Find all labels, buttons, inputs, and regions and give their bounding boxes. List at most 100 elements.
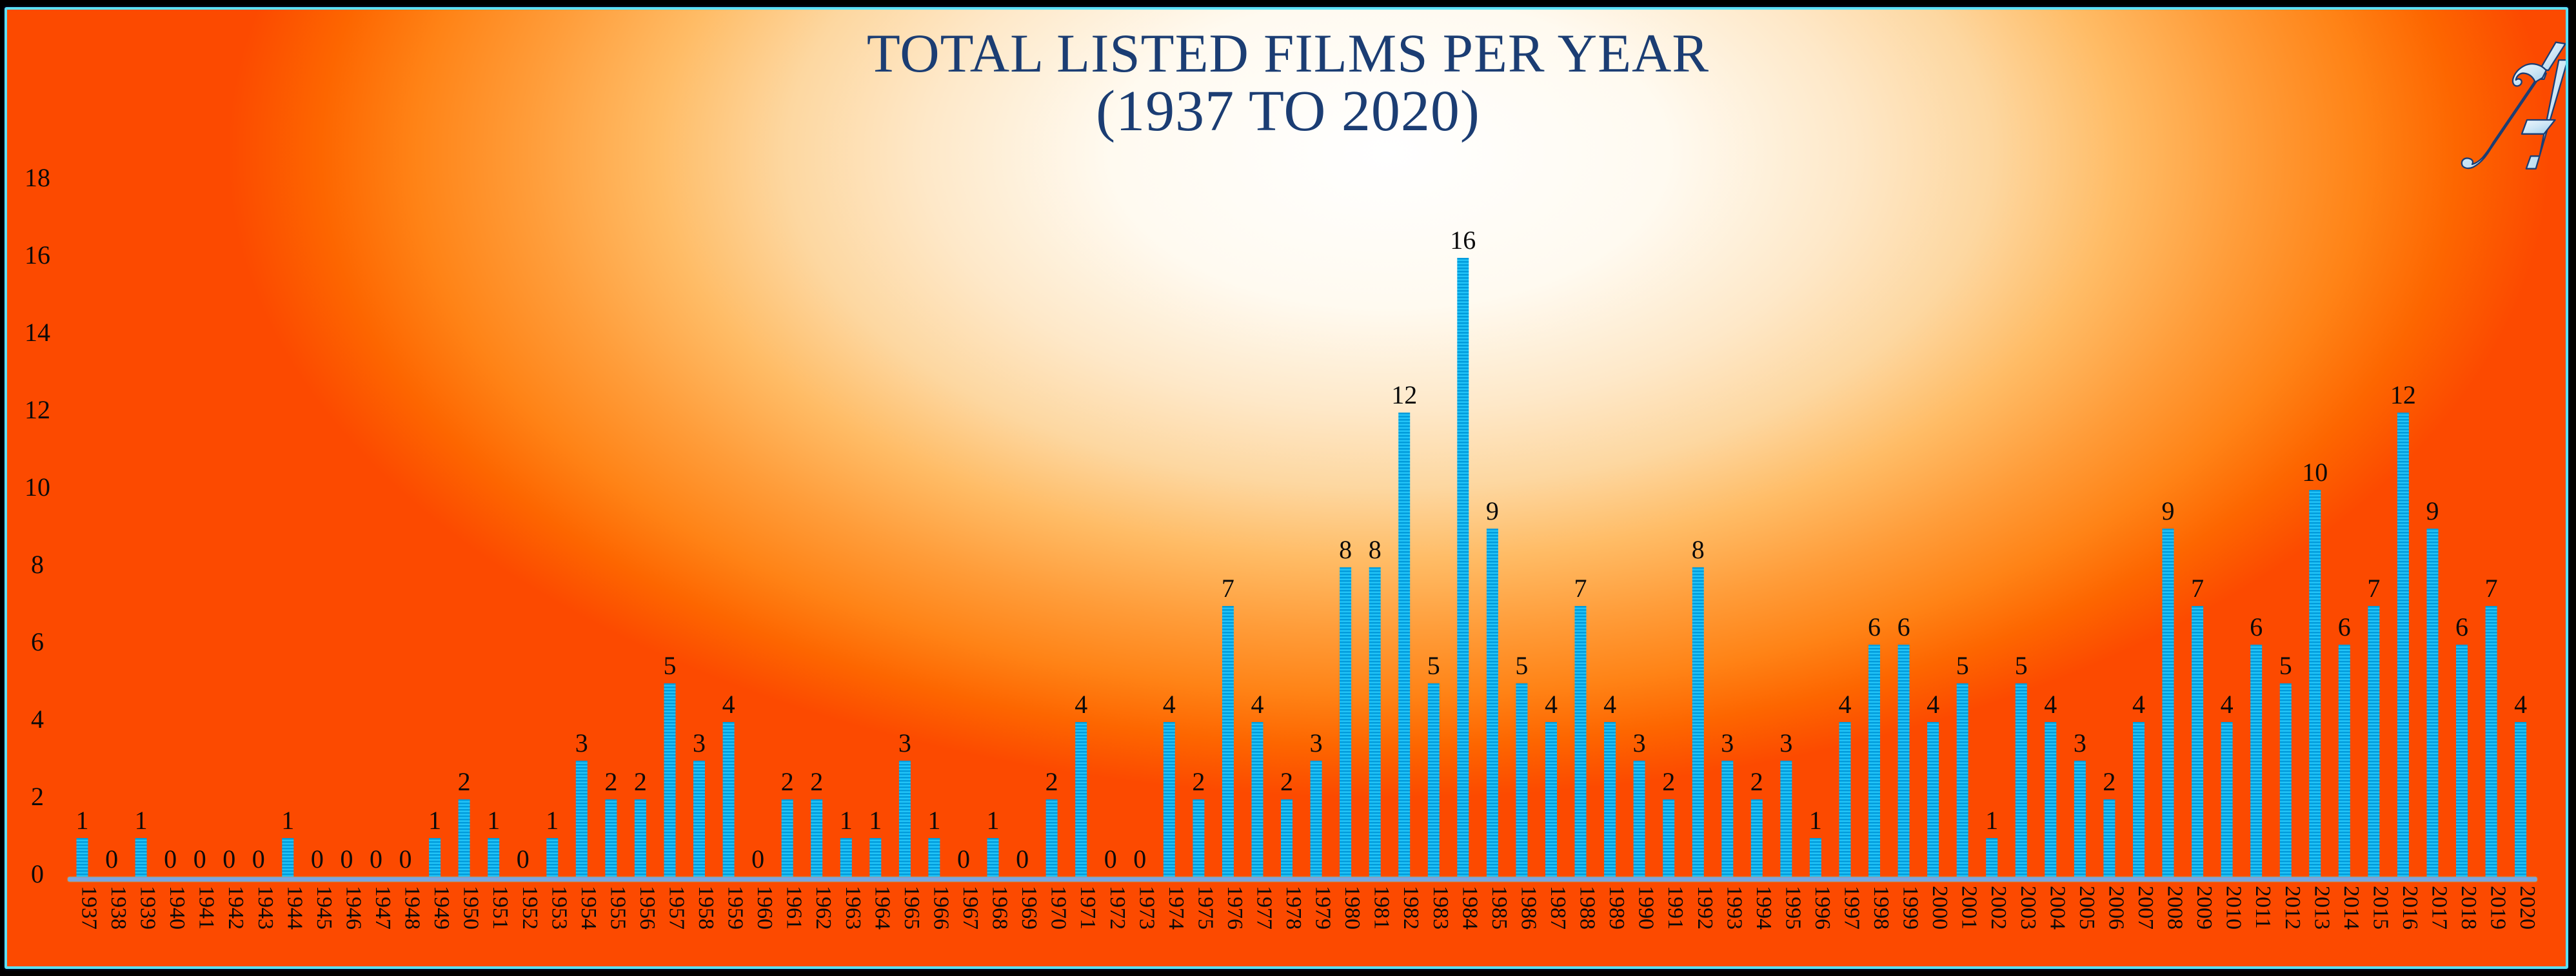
svg-text:1: 1 — [428, 806, 441, 835]
svg-text:1993: 1993 — [1722, 886, 1746, 930]
svg-text:0: 0 — [311, 844, 324, 874]
svg-text:1955: 1955 — [606, 886, 629, 930]
svg-text:1944: 1944 — [282, 886, 306, 930]
svg-text:0: 0 — [370, 844, 382, 874]
svg-text:9: 9 — [2426, 496, 2439, 525]
svg-text:3: 3 — [2074, 728, 2086, 757]
svg-text:1937: 1937 — [77, 886, 101, 930]
svg-text:1974: 1974 — [1164, 886, 1188, 930]
svg-text:2013: 2013 — [2310, 886, 2333, 930]
svg-text:1939: 1939 — [136, 886, 160, 930]
svg-text:1984: 1984 — [1458, 886, 1481, 930]
svg-text:1981: 1981 — [1370, 886, 1394, 930]
svg-text:14: 14 — [25, 318, 50, 347]
svg-text:4: 4 — [1927, 690, 1939, 719]
svg-text:1953: 1953 — [547, 886, 571, 930]
svg-text:9: 9 — [2162, 496, 2175, 525]
svg-text:1970: 1970 — [1047, 886, 1071, 930]
svg-text:1968: 1968 — [988, 886, 1012, 930]
svg-text:12: 12 — [1391, 380, 1417, 409]
svg-text:6: 6 — [2250, 612, 2263, 641]
svg-text:3: 3 — [575, 728, 588, 757]
svg-text:5: 5 — [664, 651, 677, 680]
svg-text:1959: 1959 — [724, 886, 748, 930]
svg-text:1: 1 — [840, 806, 853, 835]
svg-text:1964: 1964 — [870, 886, 894, 930]
svg-text:2: 2 — [781, 767, 794, 796]
svg-text:12: 12 — [2390, 380, 2416, 409]
svg-text:5: 5 — [1515, 651, 1528, 680]
svg-text:1986: 1986 — [1516, 886, 1540, 930]
svg-text:4: 4 — [1163, 690, 1176, 719]
svg-text:2001: 2001 — [1957, 886, 1981, 930]
svg-text:1947: 1947 — [371, 886, 395, 930]
svg-text:7: 7 — [2367, 574, 2380, 603]
svg-text:4: 4 — [31, 705, 44, 734]
svg-text:1982: 1982 — [1399, 886, 1423, 930]
svg-text:1997: 1997 — [1840, 886, 1864, 930]
svg-text:2: 2 — [634, 767, 647, 796]
svg-text:18: 18 — [25, 163, 50, 192]
svg-text:1987: 1987 — [1546, 886, 1570, 930]
svg-text:1975: 1975 — [1193, 886, 1217, 930]
svg-text:8: 8 — [31, 550, 44, 579]
svg-text:2: 2 — [1750, 767, 1763, 796]
svg-text:1973: 1973 — [1134, 886, 1158, 930]
svg-text:6: 6 — [31, 627, 44, 656]
svg-text:1980: 1980 — [1340, 886, 1364, 930]
svg-text:2: 2 — [1045, 767, 1058, 796]
svg-text:1972: 1972 — [1105, 886, 1129, 930]
svg-text:4: 4 — [722, 690, 735, 719]
svg-text:0: 0 — [105, 844, 118, 874]
svg-text:1961: 1961 — [782, 886, 806, 930]
svg-text:0: 0 — [1016, 844, 1029, 874]
svg-text:7: 7 — [1222, 574, 1234, 603]
svg-text:1: 1 — [281, 806, 294, 835]
svg-text:10: 10 — [25, 473, 50, 502]
svg-text:0: 0 — [751, 844, 764, 874]
svg-text:2005: 2005 — [2075, 886, 2099, 930]
svg-text:1995: 1995 — [1781, 886, 1805, 930]
svg-text:2: 2 — [1662, 767, 1675, 796]
svg-text:1966: 1966 — [929, 886, 953, 930]
svg-text:1992: 1992 — [1693, 886, 1717, 930]
svg-text:1954: 1954 — [577, 886, 600, 930]
svg-text:1988: 1988 — [1576, 886, 1600, 930]
svg-text:0: 0 — [193, 844, 206, 874]
svg-text:1950: 1950 — [459, 886, 483, 930]
svg-text:5: 5 — [1956, 651, 1969, 680]
svg-text:1952: 1952 — [518, 886, 542, 930]
svg-text:1948: 1948 — [401, 886, 424, 930]
svg-text:1941: 1941 — [195, 886, 219, 930]
svg-text:2007: 2007 — [2134, 886, 2157, 930]
svg-text:4: 4 — [1545, 690, 1558, 719]
svg-text:8: 8 — [1369, 535, 1382, 564]
svg-text:3: 3 — [1721, 728, 1734, 757]
svg-text:0: 0 — [399, 844, 412, 874]
svg-text:2015: 2015 — [2368, 886, 2392, 930]
svg-text:1: 1 — [1985, 806, 1998, 835]
svg-text:5: 5 — [2279, 651, 2292, 680]
svg-text:8: 8 — [1692, 535, 1705, 564]
svg-text:0: 0 — [1133, 844, 1146, 874]
svg-text:0: 0 — [1104, 844, 1117, 874]
svg-text:1: 1 — [135, 806, 148, 835]
svg-text:7: 7 — [1574, 574, 1587, 603]
svg-text:1976: 1976 — [1223, 886, 1247, 930]
svg-text:10: 10 — [2302, 458, 2328, 487]
svg-text:1942: 1942 — [224, 886, 248, 930]
svg-text:1958: 1958 — [694, 886, 718, 930]
svg-text:1957: 1957 — [665, 886, 689, 930]
svg-text:2020: 2020 — [2515, 886, 2539, 930]
svg-text:2016: 2016 — [2398, 886, 2422, 930]
svg-text:1977: 1977 — [1253, 886, 1276, 930]
svg-text:4: 4 — [2221, 690, 2234, 719]
svg-text:1998: 1998 — [1869, 886, 1893, 930]
svg-text:1979: 1979 — [1311, 886, 1335, 930]
svg-text:1963: 1963 — [841, 886, 865, 930]
svg-text:4: 4 — [2514, 690, 2527, 719]
svg-text:1: 1 — [869, 806, 882, 835]
svg-text:2: 2 — [2103, 767, 2115, 796]
svg-text:1945: 1945 — [312, 886, 336, 930]
svg-text:1: 1 — [927, 806, 940, 835]
